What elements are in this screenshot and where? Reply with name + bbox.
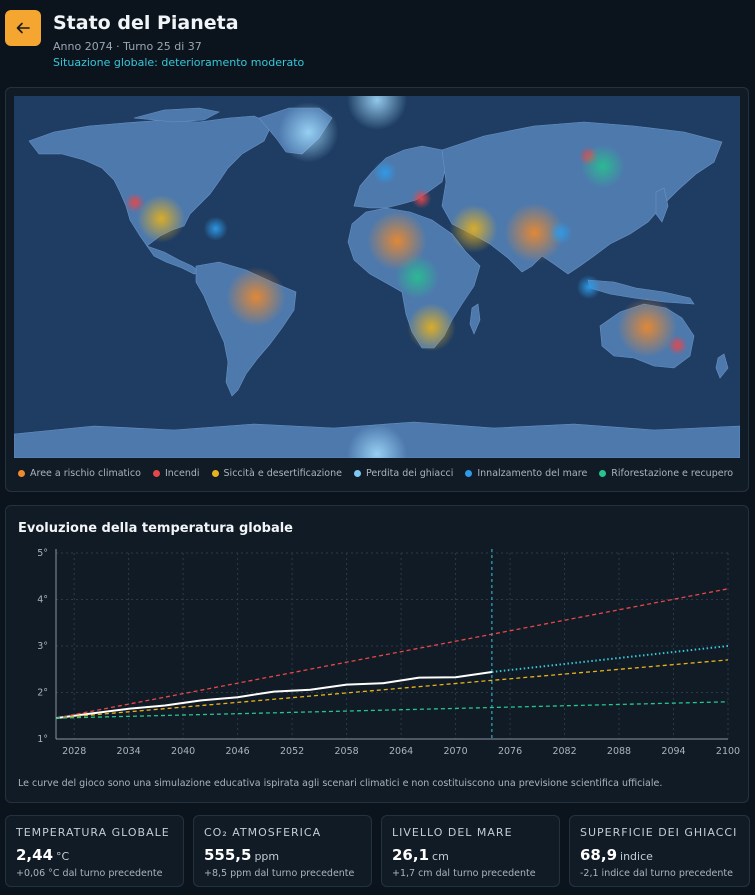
continent-japan bbox=[655, 187, 669, 223]
hotspot-risk[interactable] bbox=[226, 267, 286, 328]
hotspot-sea[interactable] bbox=[548, 220, 573, 245]
stat-label: CO₂ ATMOSFERICA bbox=[204, 826, 322, 839]
stat-delta: -2,1 indice dal turno precedente bbox=[580, 868, 733, 879]
legend-label: Aree a rischio climatico bbox=[30, 468, 141, 479]
legend-dot bbox=[18, 470, 25, 477]
stat-label: SUPERFICIE DEI GHIACCI bbox=[580, 826, 738, 839]
x-tick-label: 2034 bbox=[117, 746, 141, 757]
x-tick-label: 2082 bbox=[552, 746, 576, 757]
series-line-3 bbox=[55, 659, 729, 719]
x-tick-label: 2088 bbox=[607, 746, 631, 757]
arrow-left-icon bbox=[16, 22, 30, 34]
x-tick-label: 2076 bbox=[498, 746, 522, 757]
continent-europe bbox=[353, 145, 447, 209]
hotspot-ice[interactable] bbox=[278, 102, 339, 163]
page-title: Stato del Pianeta bbox=[53, 12, 239, 34]
world-map-canvas bbox=[14, 96, 740, 458]
legend-item: Siccità e desertificazione bbox=[211, 468, 342, 479]
world-map-panel: Aree a rischio climatico Incendi Siccità e… bbox=[5, 87, 749, 492]
hotspot-fire[interactable] bbox=[667, 335, 688, 356]
hotspot-forest[interactable] bbox=[580, 144, 625, 189]
global-status: Situazione globale: deterioramento moder… bbox=[53, 56, 305, 69]
y-tick-label: 1° bbox=[37, 734, 48, 745]
stat-value: 68,9 indice bbox=[580, 846, 653, 864]
hotspot-sea[interactable] bbox=[373, 160, 398, 185]
continent-madagascar bbox=[469, 303, 481, 335]
x-tick-label: 2094 bbox=[661, 746, 685, 757]
legend-label: Incendi bbox=[164, 468, 200, 479]
stat-card-co2: CO₂ ATMOSFERICA 555,5 ppm +8,5 ppm dal tu… bbox=[193, 815, 372, 887]
x-tick-label: 2100 bbox=[716, 746, 740, 757]
x-tick-label: 2046 bbox=[226, 746, 250, 757]
legend-dot bbox=[152, 470, 160, 477]
series-line-4 bbox=[55, 701, 729, 719]
stat-delta: +8,5 ppm dal turno precedente bbox=[204, 868, 355, 879]
y-tick-label: 3° bbox=[37, 641, 48, 652]
temperature-chart-panel: Evoluzione della temperatura globale 202… bbox=[5, 505, 749, 803]
continent-asia bbox=[441, 121, 723, 275]
y-tick-label: 2° bbox=[37, 688, 48, 699]
continent-arctic-islands bbox=[133, 107, 220, 123]
hotspot-sea[interactable] bbox=[203, 216, 228, 241]
legend-item: Incendi bbox=[152, 468, 200, 479]
y-tick-label: 5° bbox=[37, 548, 48, 559]
legend-label: Siccità e desertificazione bbox=[223, 468, 342, 479]
stat-delta: +0,06 °C dal turno precedente bbox=[16, 868, 163, 879]
legend-item: Innalzamento del mare bbox=[465, 468, 587, 479]
x-tick-label: 2028 bbox=[62, 746, 86, 757]
chart-disclaimer: Le curve del gioco sono una simulazione … bbox=[18, 778, 663, 789]
hotspot-fire[interactable] bbox=[411, 188, 432, 209]
series-line-2 bbox=[55, 588, 729, 719]
hotspot-risk[interactable] bbox=[617, 297, 678, 358]
stat-card-sea-level: LIVELLO DEL MARE 26,1 cm +1,7 cm dal turn… bbox=[381, 815, 560, 887]
legend-label: Perdita dei ghiacci bbox=[366, 468, 454, 479]
series-line-1 bbox=[491, 645, 729, 673]
legend-label: Riforestazione e recupero bbox=[611, 468, 734, 479]
y-tick-label: 4° bbox=[37, 595, 48, 606]
world-map[interactable] bbox=[14, 96, 740, 458]
legend-label: Innalzamento del mare bbox=[477, 468, 588, 479]
map-legend: Aree a rischio climatico Incendi Siccità e… bbox=[18, 468, 742, 479]
series-line-0 bbox=[55, 671, 493, 720]
stat-delta: +1,7 cm dal turno precedente bbox=[392, 868, 536, 879]
legend-dot bbox=[354, 470, 361, 477]
legend-dot bbox=[211, 470, 219, 477]
hotspot-sea[interactable] bbox=[576, 275, 601, 300]
hotspot-forest[interactable] bbox=[395, 255, 440, 299]
hotspot-ice[interactable] bbox=[347, 96, 407, 131]
stat-value: 555,5 ppm bbox=[204, 846, 280, 864]
x-tick-label: 2064 bbox=[389, 746, 413, 757]
stat-label: LIVELLO DEL MARE bbox=[392, 826, 513, 839]
legend-item: Riforestazione e recupero bbox=[599, 468, 733, 479]
hotspot-layer bbox=[125, 96, 688, 458]
header: Stato del Pianeta Anno 2074 · Turno 25 d… bbox=[0, 0, 755, 84]
x-tick-label: 2040 bbox=[171, 746, 195, 757]
legend-dot bbox=[599, 470, 607, 477]
legend-item: Perdita dei ghiacci bbox=[354, 468, 453, 479]
hotspot-risk[interactable] bbox=[504, 202, 565, 263]
stat-value: 26,1 cm bbox=[392, 846, 449, 864]
temperature-chart: 2028 2034 2040 2046 2052 2058 2064 2070 2076 2082… bbox=[37, 548, 740, 757]
continent-north-america bbox=[28, 115, 273, 247]
continent-new-zealand bbox=[715, 353, 729, 379]
hotspot-drought[interactable] bbox=[407, 303, 456, 352]
turn-info: Anno 2074 · Turno 25 di 37 bbox=[53, 40, 202, 53]
legend-item: Aree a rischio climatico bbox=[18, 468, 141, 479]
legend-dot bbox=[465, 470, 473, 477]
chart-title: Evoluzione della temperatura globale bbox=[18, 521, 293, 536]
stat-card-ice: SUPERFICIE DEI GHIACCI 68,9 indice -2,1 i… bbox=[569, 815, 750, 887]
back-button[interactable] bbox=[5, 10, 41, 46]
hotspot-drought[interactable] bbox=[449, 204, 498, 253]
stat-value: 2,44 °C bbox=[16, 846, 70, 864]
continent-indonesia bbox=[587, 279, 695, 305]
stat-card-temperature: TEMPERATURA GLOBALE 2,44 °C +0,06 °C dal … bbox=[5, 815, 184, 887]
x-tick-label: 2052 bbox=[280, 746, 304, 757]
hotspot-ice[interactable] bbox=[347, 423, 407, 458]
continents bbox=[14, 107, 740, 458]
hotspot-drought[interactable] bbox=[137, 194, 186, 243]
x-tick-label: 2070 bbox=[443, 746, 467, 757]
stat-label: TEMPERATURA GLOBALE bbox=[16, 826, 170, 839]
x-tick-label: 2058 bbox=[335, 746, 359, 757]
continent-central-america bbox=[146, 245, 201, 275]
